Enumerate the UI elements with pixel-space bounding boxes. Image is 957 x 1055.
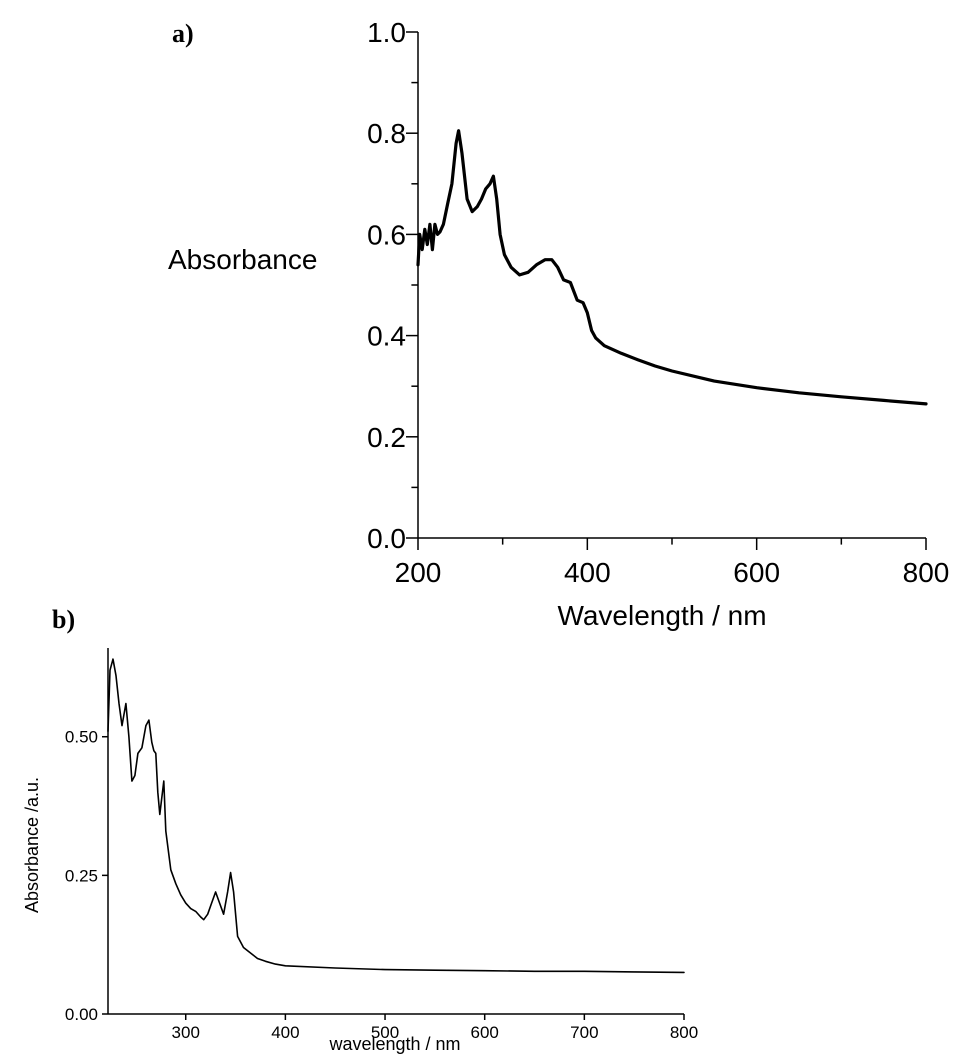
a-y-tick-label: 0.8 <box>367 118 406 149</box>
panel-a: a) Absorbance Wavelength / nm 200 400 600 8… <box>168 17 949 631</box>
b-y-tick-label: 0.25 <box>65 866 98 885</box>
a-y-tick-label: 0.0 <box>367 523 406 554</box>
panel-a-ylabel: Absorbance <box>168 244 317 275</box>
panel-b-label: b) <box>52 605 75 634</box>
panel-a-label: a) <box>172 19 194 48</box>
b-y-tick-label: 0.50 <box>65 728 98 747</box>
b-x-tick-label: 700 <box>570 1023 598 1042</box>
a-y-tick-label: 0.2 <box>367 422 406 453</box>
a-series-line <box>416 129 928 406</box>
panel-b-xlabel: wavelength / nm <box>328 1034 460 1054</box>
panel-b-ylabel: Absorbance /a.u. <box>22 777 42 913</box>
b-x-tick-label: 400 <box>271 1023 299 1042</box>
b-y-tick-label: 0.00 <box>65 1005 98 1024</box>
a-x-tick-label: 800 <box>903 557 950 588</box>
a-y-tick-label: 0.4 <box>367 321 406 352</box>
b-x-tick-label: 500 <box>371 1023 399 1042</box>
b-x-tick-label: 800 <box>670 1023 698 1042</box>
panel-b: b) Absorbance /a.u. wavelength / nm 300 4… <box>22 605 698 1054</box>
panel-a-xlabel: Wavelength / nm <box>557 600 766 631</box>
a-y-tick-label: 1.0 <box>367 17 406 48</box>
b-x-tick-label: 600 <box>471 1023 499 1042</box>
a-y-tick-label: 0.6 <box>367 219 406 250</box>
a-x-tick-label: 400 <box>564 557 611 588</box>
b-series-line <box>107 658 685 974</box>
a-x-tick-label: 600 <box>733 557 780 588</box>
a-x-tick-label: 200 <box>395 557 442 588</box>
b-x-tick-label: 300 <box>172 1023 200 1042</box>
